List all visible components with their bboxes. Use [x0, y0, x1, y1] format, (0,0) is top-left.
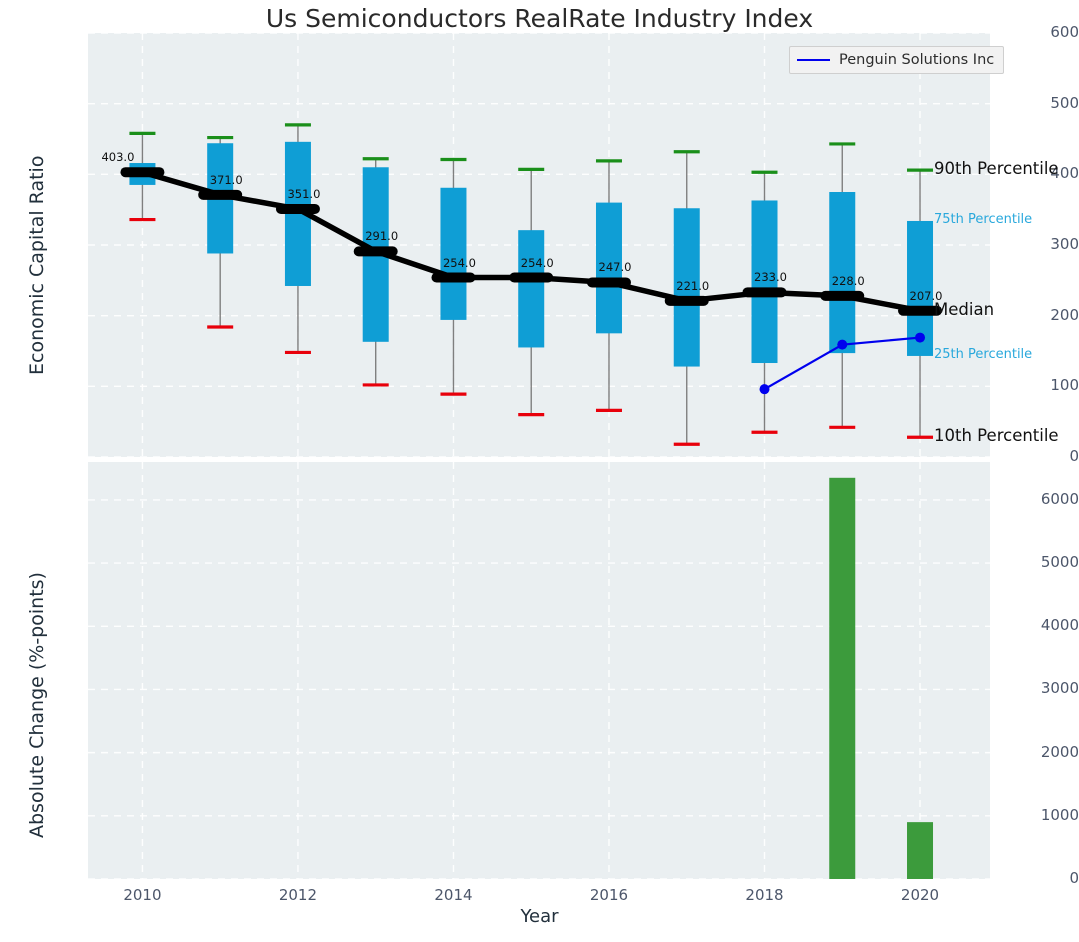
y-tick-label: 6000	[1040, 489, 1079, 508]
median-value-label: 207.0	[909, 288, 943, 303]
percentile-annotation: 75th Percentile	[934, 211, 1033, 227]
x-tick-label: 2020	[900, 886, 940, 904]
y-tick-label: 400	[1050, 164, 1079, 183]
absolute-change-bar	[829, 477, 856, 879]
median-value-label: 228.0	[831, 273, 865, 288]
company-data-point	[915, 332, 926, 343]
legend-line-swatch	[797, 59, 830, 61]
percentile-annotation: 25th Percentile	[934, 346, 1033, 362]
median-value-label: 254.0	[520, 255, 554, 270]
median-value-label: 371.0	[209, 172, 243, 187]
absolute-change-bar	[907, 822, 934, 879]
x-tick-label: 2014	[434, 886, 473, 904]
x-axis-label: Year	[520, 906, 559, 927]
y-tick-label: 3000	[1040, 679, 1079, 698]
x-tick-label: 2016	[589, 886, 629, 904]
box-p25-p75	[518, 230, 545, 348]
legend[interactable]: Penguin Solutions Inc	[789, 46, 1005, 74]
company-data-point	[759, 384, 770, 395]
median-value-label: 291.0	[365, 229, 399, 244]
y-tick-label: 0	[1069, 869, 1079, 887]
box-p25-p75	[673, 208, 700, 367]
median-value-label: 254.0	[442, 255, 476, 270]
percentile-annotation: 10th Percentile	[934, 426, 1059, 446]
percentile-annotation: Median	[934, 299, 995, 319]
median-value-label: 233.0	[754, 270, 787, 285]
box-p25-p75	[751, 200, 778, 364]
percentile-annotation: 90th Percentile	[934, 159, 1059, 179]
median-value-label: 351.0	[287, 186, 321, 201]
legend-label-penguin-solutions: Penguin Solutions Inc	[839, 52, 995, 68]
y-tick-label: 2000	[1040, 742, 1079, 761]
y-tick-label: 100	[1050, 376, 1079, 395]
y-tick-label: 500	[1050, 93, 1079, 112]
median-value-label: 221.0	[676, 278, 710, 293]
chart-title: Us Semiconductors RealRate Industry Inde…	[265, 4, 814, 33]
company-data-point	[837, 339, 848, 350]
median-value-label: 247.0	[598, 260, 632, 275]
y-tick-label: 200	[1050, 305, 1079, 324]
x-tick-label: 2018	[745, 886, 784, 904]
y-tick-label: 4000	[1040, 616, 1079, 635]
y-tick-label: 0	[1069, 447, 1079, 465]
median-value-label: 403.0	[101, 150, 135, 165]
y-tick-label: 1000	[1040, 805, 1079, 824]
y-tick-label: 300	[1050, 235, 1079, 253]
box-p25-p75	[829, 192, 856, 354]
y-tick-label: 600	[1050, 23, 1079, 41]
x-tick-label: 2012	[278, 886, 318, 904]
x-tick-label: 2010	[123, 886, 162, 904]
box-p25-p75	[440, 187, 467, 320]
y-tick-label: 5000	[1040, 553, 1079, 572]
box-p25-p75	[595, 202, 622, 334]
